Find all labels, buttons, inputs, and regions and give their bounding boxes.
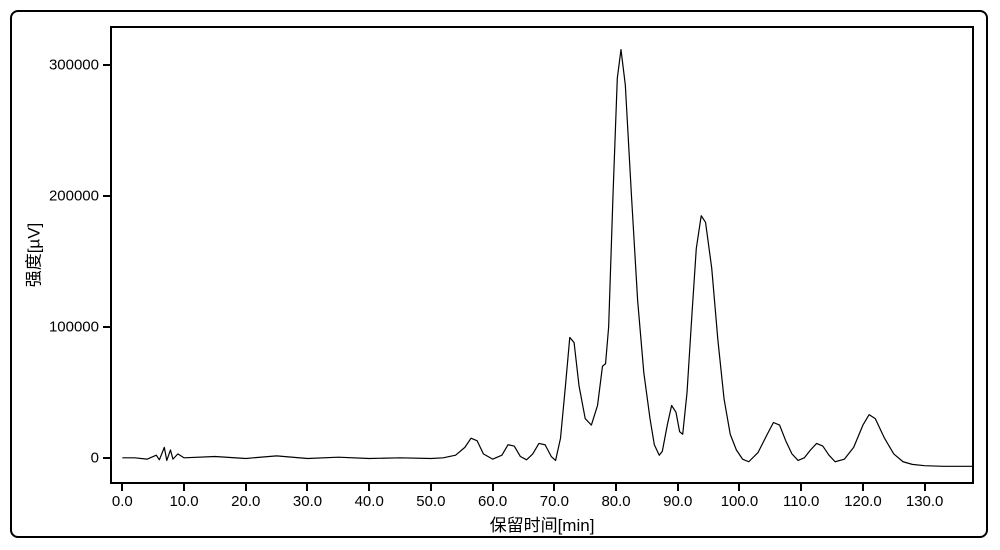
chromatogram-line xyxy=(0,0,1000,550)
